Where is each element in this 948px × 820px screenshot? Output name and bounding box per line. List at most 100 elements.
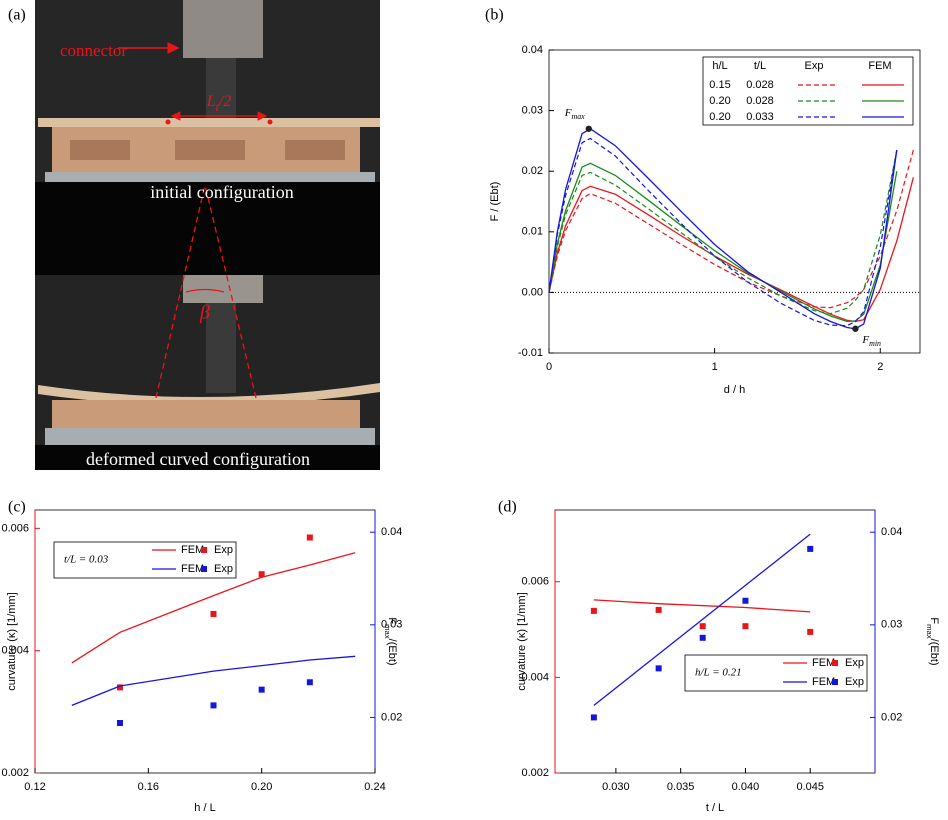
- fem-line: [548, 162, 898, 323]
- exp-point: [306, 534, 313, 541]
- y-tick-label: 0.004: [521, 671, 549, 683]
- panel-label: (a): [8, 7, 26, 24]
- exp-point: [742, 597, 749, 604]
- exp-point: [807, 545, 814, 552]
- length-end: [267, 119, 273, 125]
- text-rest: /2: [218, 93, 231, 110]
- text-sub: max: [925, 624, 934, 639]
- legend-title: t/L = 0.03: [64, 554, 109, 566]
- legend-text: FEM: [812, 676, 835, 688]
- text-main: F: [928, 617, 940, 624]
- y-tick-label: 0.006: [1, 522, 29, 534]
- legend-text: Exp: [845, 657, 864, 669]
- exp-line: [548, 137, 898, 327]
- text-main: F: [861, 333, 869, 345]
- legend-text: FEM: [181, 544, 204, 556]
- y-axis-label: curvature (κ) [1/mm]: [516, 592, 528, 690]
- legend-key: [832, 660, 838, 666]
- text-sub: t: [216, 102, 220, 114]
- panel-label: (b): [485, 7, 504, 24]
- length-label: Lt/2: [206, 93, 231, 114]
- structure-detail: [175, 140, 245, 160]
- length-end: [165, 119, 171, 125]
- y-tick-label: 0.02: [881, 711, 902, 723]
- structure-detail: [285, 140, 345, 160]
- x-tick-label: 0.035: [667, 781, 695, 793]
- legend-text: Exp: [214, 544, 233, 556]
- fem-line: [71, 655, 356, 707]
- y-tick-label: 0.00: [522, 286, 543, 298]
- legend-key: [832, 679, 838, 685]
- x-tick-label: 0.045: [796, 781, 824, 793]
- fem-line: [71, 552, 356, 664]
- connector-top: [183, 0, 263, 58]
- y-tick-label: 0.04: [522, 44, 543, 56]
- photo-panel: (a) connector Lt/2 β initial configurati…: [8, 0, 380, 470]
- y-tick-label: 0.02: [381, 711, 402, 723]
- x-tick-label: 1: [712, 361, 718, 373]
- y-tick-label: 0.03: [522, 105, 543, 117]
- legend-text: 0.033: [746, 111, 774, 123]
- x-axis-label: t / L: [706, 802, 724, 814]
- text-main: F: [564, 106, 572, 118]
- text-rest: /(Ebt): [386, 639, 398, 666]
- exp-point: [210, 610, 217, 617]
- exp-point: [655, 606, 662, 613]
- fem-line: [548, 128, 898, 330]
- connector-top: [183, 275, 263, 303]
- text-sub: min: [869, 339, 881, 348]
- x-tick-label: 0.040: [732, 781, 760, 793]
- exp-point: [699, 623, 706, 630]
- legend-text: FEM: [812, 657, 835, 669]
- x-tick-label: 0: [546, 361, 552, 373]
- structure-detail: [70, 140, 130, 160]
- y-tick-label: 0.04: [881, 526, 902, 538]
- legend-header: FEM: [868, 60, 891, 72]
- annotation-point: [852, 325, 859, 332]
- text-rest: /(Ebt): [928, 639, 940, 666]
- y-axis-label: curvature (κ) [1/mm]: [6, 592, 18, 690]
- y-tick-label: 0.03: [881, 619, 902, 631]
- legend-key: [201, 547, 207, 553]
- exp-point: [306, 679, 313, 686]
- plot-frame: [554, 509, 876, 774]
- plot-frame: [548, 49, 921, 354]
- y2-axis-label: Fmax/(Ebt): [383, 617, 398, 665]
- exp-point: [258, 571, 265, 578]
- caption: initial configuration: [150, 182, 293, 202]
- y-tick-label: 0.01: [522, 226, 543, 238]
- exp-point: [742, 623, 749, 630]
- caption: deformed curved configuration: [86, 449, 310, 469]
- exp-line: [548, 149, 898, 315]
- plate: [38, 118, 380, 127]
- connector-label: connector: [60, 41, 127, 60]
- legend-text: 0.15: [709, 79, 730, 91]
- angle-line: [204, 184, 257, 399]
- text-main: F: [386, 617, 398, 624]
- y-tick-label: 0.004: [1, 645, 29, 657]
- angle-arc: [185, 288, 225, 293]
- legend-key: [201, 566, 207, 572]
- x-tick-label: 0.20: [251, 781, 272, 793]
- text-sub: max: [383, 624, 392, 639]
- y-tick-label: 0.02: [522, 165, 543, 177]
- exp-point: [590, 714, 597, 721]
- legend-text: 0.028: [746, 79, 774, 91]
- exp-point: [117, 684, 123, 691]
- base: [45, 428, 375, 445]
- y-tick-label: 0.04: [381, 526, 402, 538]
- legend-title: h/L = 0.21: [695, 667, 742, 679]
- legend-header: h/L: [712, 60, 727, 72]
- curved-plate: [38, 383, 380, 406]
- x-tick-label: 0.16: [138, 781, 159, 793]
- text-sub: max: [571, 112, 585, 121]
- exp-line: [548, 149, 914, 309]
- legend-text: Exp: [845, 676, 864, 688]
- legend-header: t/L: [754, 60, 766, 72]
- text-main: L: [206, 93, 216, 110]
- angle-line: [155, 184, 206, 399]
- x-tick-label: 2: [877, 361, 883, 373]
- y-axis-label: F / (Ebt): [489, 182, 501, 222]
- y-tick-label: -0.01: [518, 347, 543, 359]
